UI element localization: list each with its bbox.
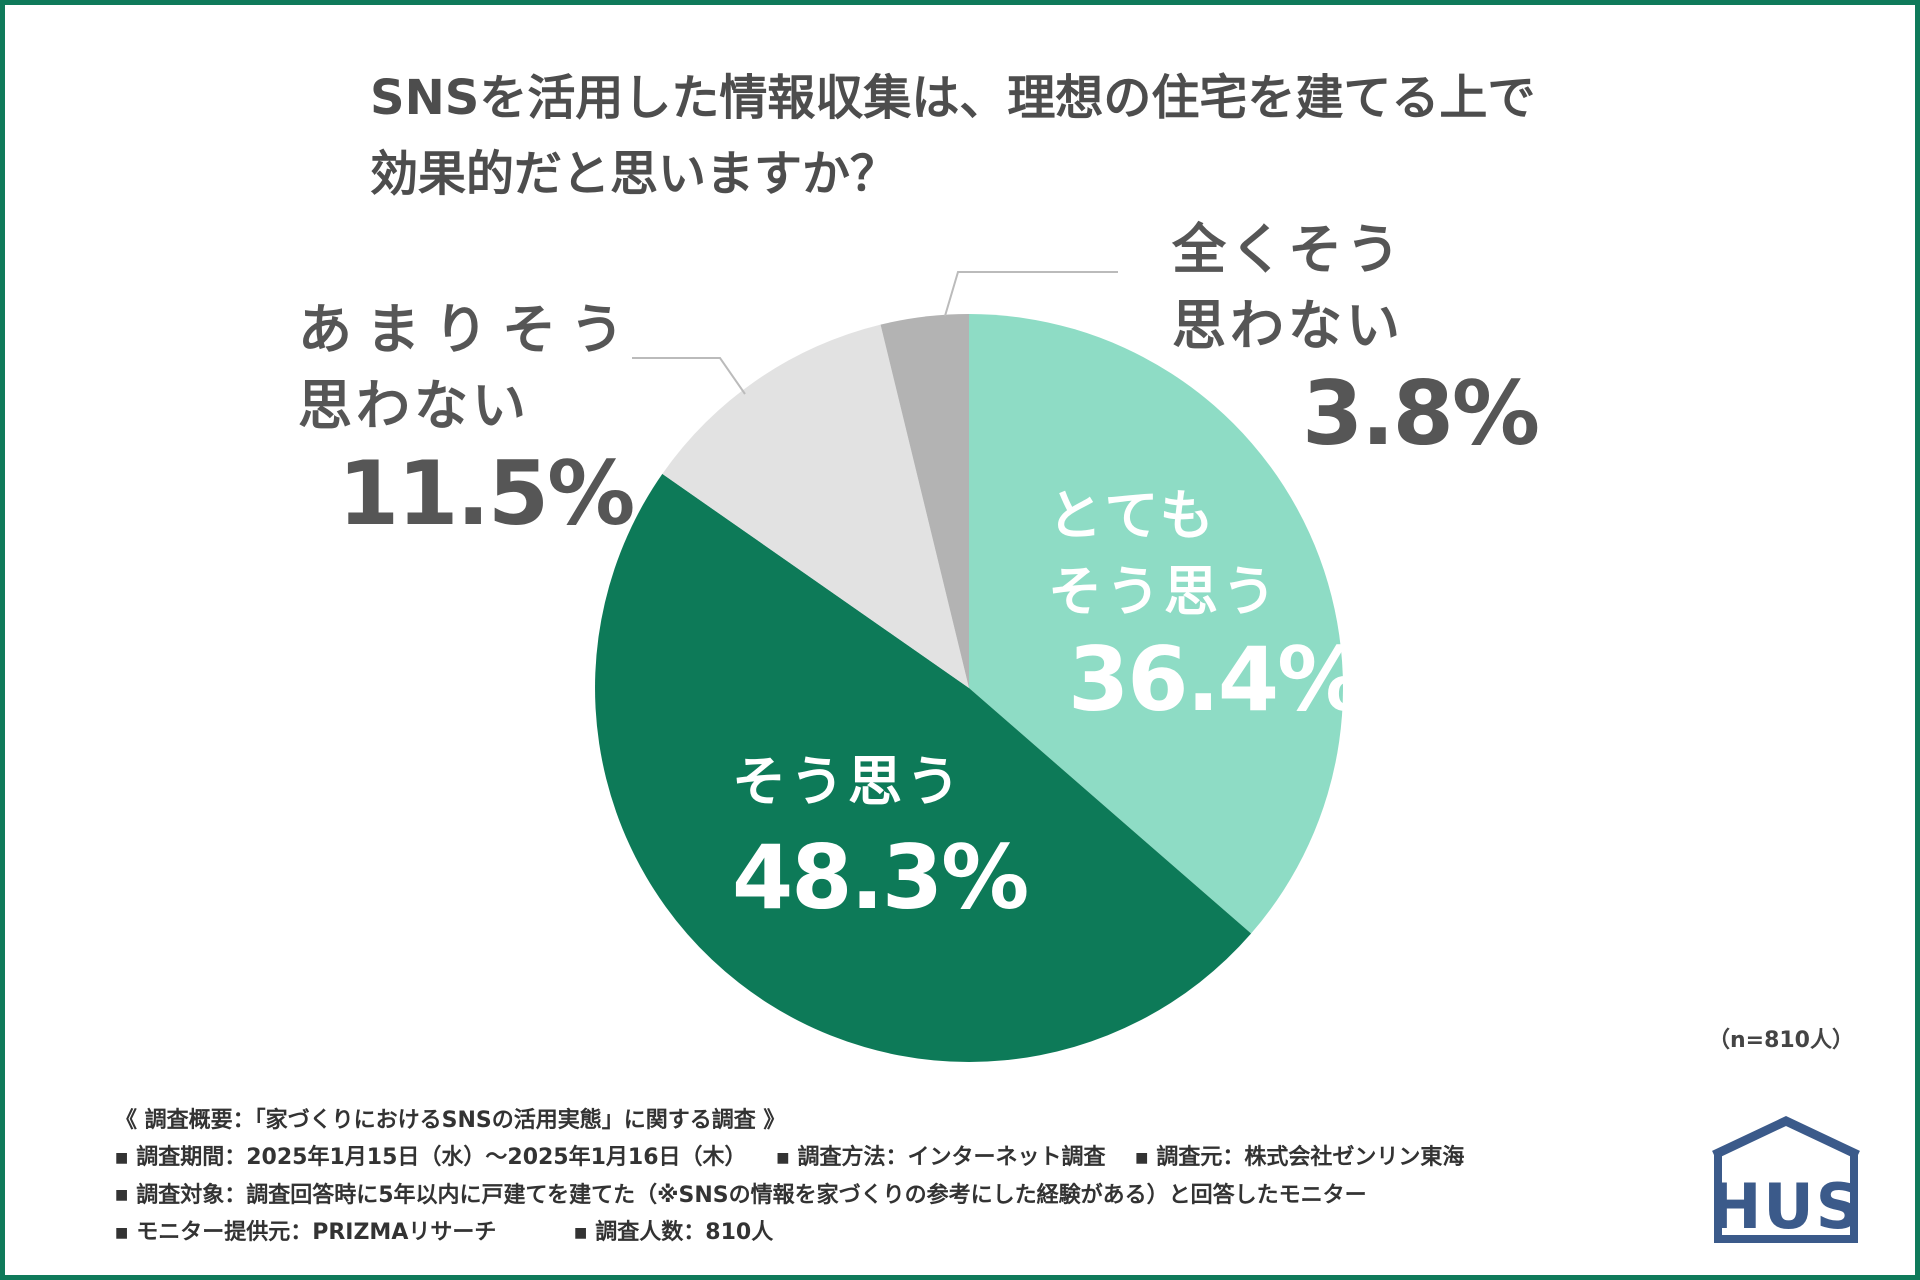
slice-label-very-line1: とても — [1048, 484, 1218, 547]
slice-label-notmuch-line1: あまりそう — [298, 298, 638, 361]
pie-slice-very — [969, 314, 1343, 934]
slice-label-very: とても そう思う 36.4% — [1048, 478, 1365, 731]
bullet-icon: ■ — [1135, 1149, 1149, 1166]
hus-logo-text: HUS — [1710, 1170, 1863, 1243]
bullet-icon: ■ — [115, 1149, 129, 1166]
summary-count: ■ 調査人数：810人 — [574, 1214, 773, 1252]
hus-logo: HUS — [1710, 1116, 1863, 1243]
slice-label-notmuch-line2: 思わない — [298, 374, 530, 437]
leader-line-notmuch — [632, 357, 746, 395]
summary-count-text: 調査人数：810人 — [595, 1220, 774, 1245]
summary-provider: ■ モニター提供元：PRIZMAリサーチ — [115, 1214, 496, 1252]
hus-logo-roof-icon — [1712, 1116, 1860, 1160]
slice-value-notmuch: 11.5% — [338, 442, 635, 545]
summary-method: ■ 調査方法：インターネット調査 — [776, 1139, 1105, 1177]
slice-label-notatall-line1: 全くそう — [1172, 218, 1404, 281]
bullet-icon: ■ — [115, 1187, 129, 1203]
title-line-1: SNSを活用した情報収集は、理想の住宅を建てる上で — [370, 70, 1536, 126]
summary-method-text: 調査方法：インターネット調査 — [797, 1145, 1106, 1170]
survey-summary: 《 調査概要：「家づくりにおけるSNSの活用実態」に関する調査 》 ■ 調査期間：… — [115, 1102, 1464, 1252]
leader-lines — [632, 271, 1118, 395]
summary-target-text: 調査対象：調査回答時に5年以内に戸建てを建てた（※SNSの情報を家づくりの参考に… — [136, 1182, 1367, 1208]
pie-slice-notmuch — [662, 324, 969, 688]
summary-row-3: ■ モニター提供元：PRIZMAリサーチ ■ 調査人数：810人 — [115, 1214, 1464, 1252]
slice-label-agree: そう思う 48.3% — [732, 744, 1029, 929]
summary-row-2: ■ 調査対象：調査回答時に5年以内に戸建てを建てた（※SNSの情報を家づくりの参考… — [115, 1177, 1464, 1215]
summary-target: ■ 調査対象：調査回答時に5年以内に戸建てを建てた（※SNSの情報を家づくりの参考… — [115, 1177, 1367, 1215]
sample-size-note: （n=810人） — [1707, 1028, 1854, 1053]
summary-provider-text: モニター提供元：PRIZMAリサーチ — [136, 1220, 497, 1245]
leader-line-notatall — [944, 271, 1118, 317]
slice-label-notatall: 全くそう 思わない 3.8% — [1172, 212, 1540, 465]
pie-slice-agree — [595, 473, 1252, 1062]
summary-source-text: 調査元：株式会社ゼンリン東海 — [1156, 1145, 1465, 1170]
slice-label-very-line2: そう思う — [1048, 560, 1280, 623]
summary-heading: 《 調査概要：「家づくりにおけるSNSの活用実態」に関する調査 》 — [115, 1108, 786, 1133]
slice-label-agree-line1: そう思う — [732, 750, 964, 813]
bullet-icon: ■ — [776, 1149, 790, 1166]
bullet-icon: ■ — [115, 1224, 129, 1241]
summary-row-1: ■ 調査期間：2025年1月15日（水）～2025年1月16日（木） ■ 調査方法：… — [115, 1139, 1464, 1177]
slice-label-notatall-line2: 思わない — [1172, 294, 1404, 357]
slice-value-notatall: 3.8% — [1302, 362, 1540, 465]
pie-slices — [595, 314, 1343, 1062]
pie-slice-notatall — [880, 314, 969, 688]
bullet-icon: ■ — [574, 1224, 588, 1241]
slice-value-agree: 48.3% — [732, 826, 1029, 929]
summary-source: ■ 調査元：株式会社ゼンリン東海 — [1135, 1139, 1464, 1177]
summary-period: ■ 調査期間：2025年1月15日（水）～2025年1月16日（木） — [115, 1139, 747, 1177]
summary-period-text: 調査期間：2025年1月15日（水）～2025年1月16日（木） — [136, 1145, 747, 1170]
title-line-2: 効果的だと思いますか？ — [370, 146, 899, 202]
slice-value-very: 36.4% — [1068, 628, 1365, 731]
slice-label-notmuch: あまりそう 思わない 11.5% — [298, 292, 638, 544]
chart-title: SNSを活用した情報収集は、理想の住宅を建てる上で 効果的だと思いますか？ — [370, 60, 1535, 212]
